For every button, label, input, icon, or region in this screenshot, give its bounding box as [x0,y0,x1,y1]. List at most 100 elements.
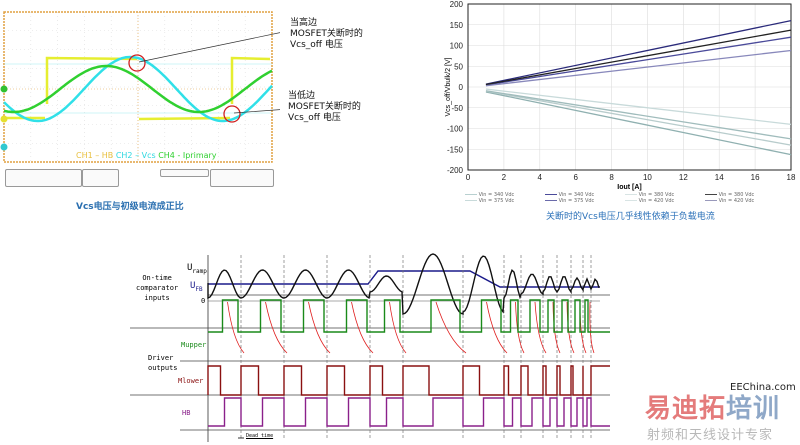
dead-time-arrow [435,301,467,354]
legend-swatch [705,199,717,202]
legend-label: Vin = 420 Vdc [638,198,675,204]
legend-entry: Vin = 340 Vdc [545,192,594,198]
series-line-high [485,29,792,86]
scope-channel-settings [5,169,82,187]
legend-swatch [545,193,557,196]
low-side-annotation: 当低边 MOSFET关断时的 Vcs_off 电压 [288,91,361,124]
dead-time-arrow [389,301,407,354]
scope-measurements [82,169,119,187]
scope-timebase [210,169,274,187]
scope-trigger [160,169,209,177]
legend-swatch [465,199,477,202]
uramp-label: Uramp [187,263,207,275]
x-tick-label: 8 [609,173,614,182]
dead-time-arrow [308,301,331,354]
high-side-annotation: 当高边 MOSFET关断时的 Vcs_off 电压 [290,18,363,51]
legend-entry: Vin = 375 Vdc [545,198,594,204]
dead-time-arrow [566,301,575,354]
watermark-logo: 易迪拓培训 [645,395,780,423]
high-side-marker-circle [128,54,146,72]
label-line: On-time [142,274,172,282]
y-tick-label: -50 [451,104,463,113]
annotation-line: 当高边 [290,18,318,28]
legend-label: Vin = 375 Vdc [558,198,595,204]
dead-time-arrow [515,301,525,354]
legend-entry: Vin = 380 Vdc [625,192,674,198]
driver-outputs-label: Driver outputs [148,353,178,373]
uramp-symbol: U [187,263,193,273]
legend-entry: Vin = 375 Vdc [465,198,514,204]
y-axis-label: Vcs_off/Vbulk/2 [V] [445,57,452,116]
x-tick-label: 16 [751,173,760,182]
series-line-low [485,90,792,140]
legend-label: Vin = 375 Vdc [478,198,515,204]
legend-swatch [625,193,637,196]
ch1-marker-icon [0,115,8,123]
y-tick-label: 0 [459,83,464,92]
ufb-label: UFB [190,281,203,293]
x-tick-label: 10 [643,173,652,182]
annotation-line: 当低边 [288,91,316,101]
dead-time-arrow [227,301,245,354]
dead-time-arrow [552,301,561,354]
mlower-waveform [207,365,610,396]
dead-time-arrow [589,301,595,354]
legend-swatch [545,199,557,202]
ufb-subscript: FB [195,285,203,293]
x-tick-label: 18 [787,173,796,182]
zero-label: 0 [201,297,206,305]
mlower-label: Mlower [178,377,204,385]
y-tick-label: -150 [447,145,464,154]
x-tick-label: 4 [538,173,543,182]
ch2-marker-icon [0,143,8,151]
watermark-site: EEChina.com [730,382,796,393]
legend-label: Vin = 340 Vdc [558,192,595,198]
x-tick-label: 14 [715,173,724,182]
annotation-line: Vcs_off 电压 [290,40,343,50]
y-tick-label: 150 [450,21,464,30]
comparator-inputs-label: On-time comparator inputs [136,273,178,303]
hb-label: HB [182,409,191,417]
series-line-low [485,91,792,156]
dead-time-arrow [351,301,374,354]
y-tick-label: 200 [450,0,464,9]
label-line: Driver [148,354,174,362]
uramp-wave [207,253,600,315]
legend-label: Vin = 380 Vdc [638,192,675,198]
ufb-symbol: U [190,281,196,291]
x-tick-label: 6 [573,173,578,182]
series-line-high [485,49,792,87]
series-line-high [485,19,792,85]
dead-time-arrow [534,301,547,354]
oscilloscope-screenshot: CH1 – HB CH2 – Vcs CH4 - Iprimary [0,11,280,163]
watermark-subtitle: 射频和天线设计专家 [647,428,774,443]
annotation-line: Vcs_off 电压 [288,113,341,123]
hb-waveform [208,397,610,427]
ch4-iprimary-trace [3,64,273,114]
x-tick-label: 2 [502,173,507,182]
x-tick-label: 12 [679,173,688,182]
legend-swatch [625,199,637,202]
label-line: outputs [148,364,178,372]
y-tick-label: -200 [447,166,464,175]
y-tick-label: -100 [447,125,464,134]
channel-legend: CH1 – HB CH2 – Vcs CH4 - Iprimary [76,151,217,160]
mupper-label: Mupper [181,341,207,349]
vcs-off-chart: 0 2 4 6 8 10 12 14 16 18 200 150 100 50 0 -50 -100 -150 -2… [445,0,796,191]
legend-label: Vin = 420 Vdc [718,198,755,204]
legend-entry: Vin = 420 Vdc [625,198,674,204]
ch4-marker-icon [0,85,8,93]
annotation-line: MOSFET关断时的 [288,102,361,112]
label-line: inputs [144,294,170,302]
plot-frame [467,3,792,171]
uramp-subscript: ramp [192,267,207,275]
dead-time-arrow [486,301,508,354]
mupper-waveform [208,299,610,333]
series-line-low [485,88,792,125]
watermark-title-b: 培训 [726,394,781,424]
low-side-marker-circle [223,105,241,123]
dead-time-arrow [265,301,288,354]
legend-swatch [705,193,717,196]
legend-swatch [465,193,477,196]
